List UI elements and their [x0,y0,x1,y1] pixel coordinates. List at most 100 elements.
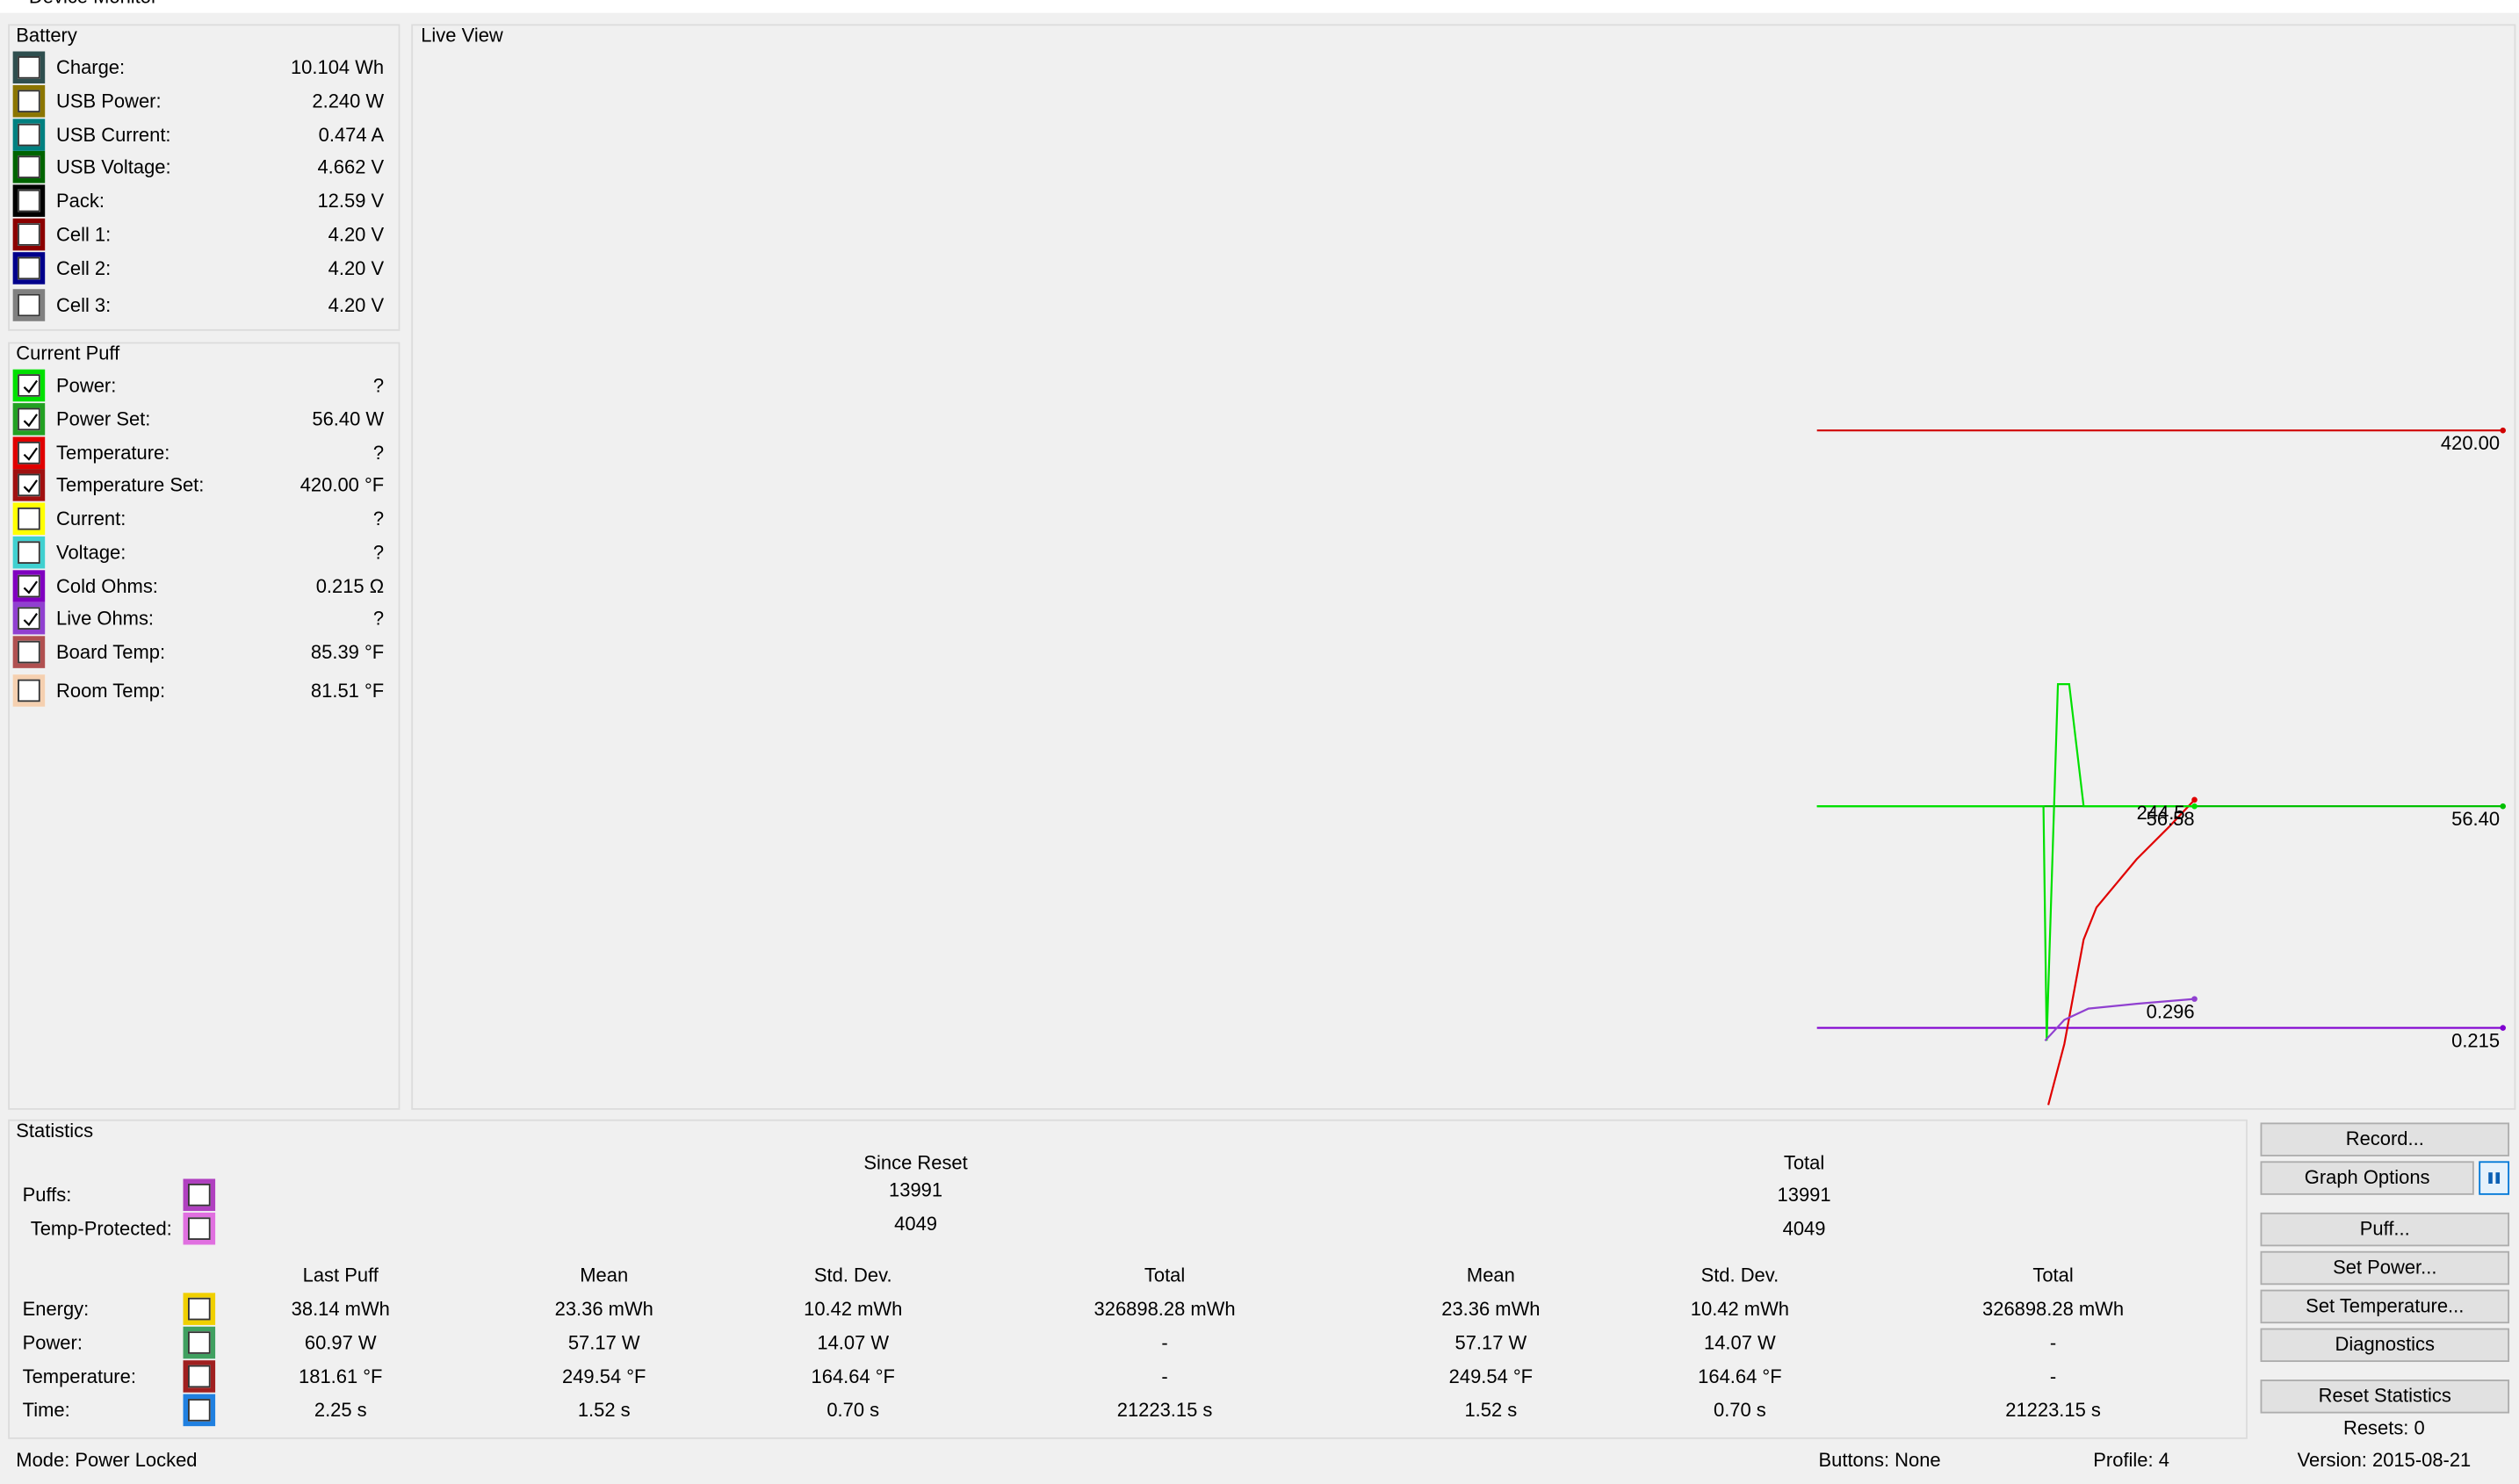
pause-button[interactable] [2479,1161,2510,1195]
field-label: Temperature: [56,441,170,465]
trace-label: 244.5 [2136,801,2185,825]
cell-value: 23.36 mWh [1441,1297,1541,1321]
trace-label: 56.40 [2451,807,2501,831]
field-value: 0.215 Ω [315,574,385,598]
cell-value: 326898.28 mWh [1982,1297,2125,1321]
trace [2044,998,2195,1041]
cell-value: 164.64 °F [811,1365,895,1388]
checkbox [183,1178,216,1212]
cell-value: 14.07 W [1704,1331,1776,1354]
button[interactable]: Reset Statistics [2260,1380,2510,1414]
status-profile: Profile: 4 [2093,1448,2169,1472]
field-label: Room Temp: [56,679,166,702]
field-label: Cold Ohms: [56,574,158,598]
field-value: 85.39 °F [310,640,385,664]
group-title: Statistics [16,1119,94,1142]
group-title: Live View [421,24,503,47]
checkbox-inner [188,1297,211,1321]
field-value: 12.59 V [317,189,385,213]
field-label: Current: [56,507,126,530]
field-value: ? [372,507,385,530]
button[interactable]: Puff... [2260,1212,2510,1247]
resets-count: Resets: 0 [2342,1416,2425,1439]
field-label: Power Set: [56,407,151,431]
column-header: Last Puff [302,1264,379,1287]
column-header: Mean [580,1264,629,1287]
checkbox-inner [18,256,40,280]
checkbox [12,369,46,402]
cell-value: 57.17 W [567,1331,640,1354]
button[interactable]: Graph Options [2260,1161,2474,1195]
checkbox [12,289,46,321]
field-label: Cell 1: [56,223,112,246]
field-label: USB Current: [56,123,171,147]
column-header: Mean [1466,1264,1515,1287]
check-mark [23,379,38,393]
cell-value: 326898.28 mWh [1093,1297,1236,1321]
title-bar: Device Monitor [0,0,2519,13]
cell-value: 10.42 mWh [1690,1297,1790,1321]
button[interactable]: Diagnostics [2260,1328,2510,1362]
checkbox [12,469,46,501]
checkbox [12,570,46,602]
battery-group [8,24,401,331]
cell-value: 21223.15 s [2005,1399,2101,1422]
trace [2047,799,2196,1106]
cell-value: 249.54 °F [1448,1365,1534,1388]
trace-label: 420.00 [2440,432,2501,455]
column-header: Std. Dev. [813,1264,892,1287]
trace-label: 0.296 [2146,1000,2195,1024]
status-buttons: Buttons: None [1818,1448,1941,1472]
count-value: 13991 [1777,1183,1831,1207]
checkbox-inner [18,123,40,147]
checkbox-inner [18,473,40,497]
group-title: Battery [16,24,77,47]
checkbox-inner [18,155,40,179]
field-value: 4.20 V [328,293,385,317]
field-label: Cell 3: [56,293,112,317]
checkbox [12,218,46,251]
field-value: ? [372,374,385,397]
cell-value: 38.14 mWh [291,1297,390,1321]
row-label: Time: [22,1399,70,1422]
checkbox [12,51,46,84]
button[interactable]: Record... [2260,1122,2510,1156]
checkbox [12,636,46,668]
field-value: 56.40 W [312,407,385,431]
check-mark [23,414,38,428]
field-value: 4.662 V [317,155,385,179]
field-value: ? [372,541,385,564]
trace [1816,683,2195,1041]
field-value: 4.20 V [328,223,385,246]
column-header: Std. Dev. [1700,1264,1779,1287]
trace-end [2191,803,2198,810]
pause-icon [2488,1172,2501,1184]
field-label: Temperature Set: [56,473,205,497]
check-mark [23,479,38,493]
cell-value: 1.52 s [1464,1399,1518,1422]
checkbox [183,1326,216,1359]
cell-value: 21223.15 s [1116,1399,1213,1422]
trace-end [2191,796,2198,803]
button[interactable]: Set Power... [2260,1250,2510,1286]
checkbox-inner [18,189,40,213]
count-value: 4049 [1782,1217,1826,1240]
cell-value: - [1161,1331,1168,1354]
row-label: Energy: [22,1297,90,1321]
row-label: Puffs: [22,1183,72,1207]
column-header: Total [2032,1264,2074,1287]
field-value: ? [372,441,385,465]
field-label: Power: [56,374,117,397]
cell-value: - [2049,1365,2057,1388]
checkbox-inner [188,1365,211,1388]
cell-value: 2.25 s [314,1399,367,1422]
field-label: Charge: [56,56,126,79]
button[interactable]: Set Temperature... [2260,1289,2510,1324]
checkbox [183,1394,216,1427]
cell-value: 0.70 s [826,1399,880,1422]
checkbox-inner [188,1217,211,1240]
column-group-header: Since Reset [863,1151,968,1174]
field-value: 81.51 °F [310,679,385,702]
field-label: USB Power: [56,90,162,113]
